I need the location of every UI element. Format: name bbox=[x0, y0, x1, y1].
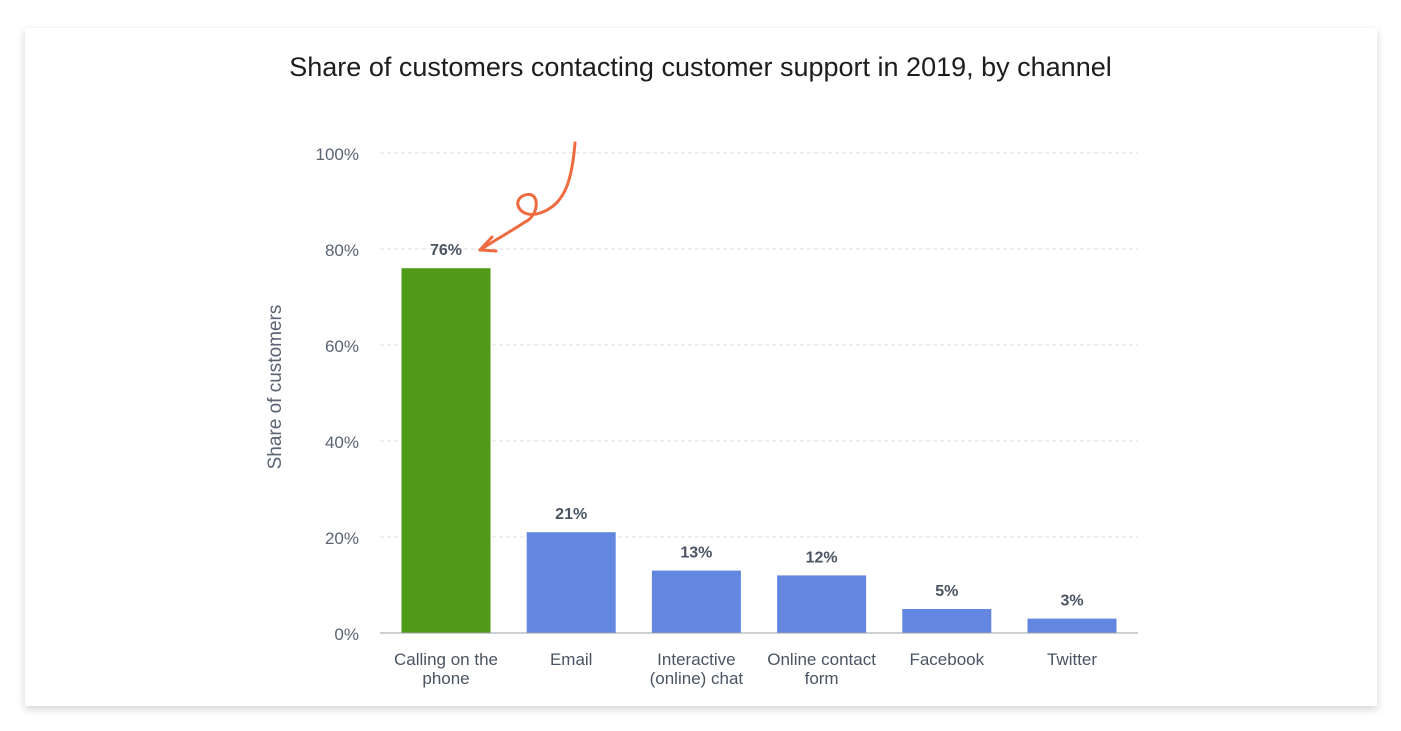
y-axis-label: Share of customers bbox=[265, 305, 286, 470]
data-label: 21% bbox=[555, 506, 587, 523]
x-tick-label: phone bbox=[422, 669, 469, 688]
annotation-arrowhead bbox=[478, 235, 498, 253]
x-tick-label: (online) chat bbox=[650, 669, 744, 688]
x-tick-label: Facebook bbox=[909, 650, 984, 669]
x-tick-label: Email bbox=[550, 650, 593, 669]
chart-title: Share of customers contacting customer s… bbox=[289, 52, 1112, 82]
y-tick-label: 80% bbox=[325, 241, 359, 260]
bar bbox=[777, 575, 867, 633]
data-label: 3% bbox=[1060, 593, 1083, 610]
y-tick-label: 20% bbox=[325, 529, 359, 548]
x-tick-label: Interactive bbox=[657, 650, 735, 669]
x-tick-label: Online contact bbox=[767, 650, 876, 669]
data-label: 5% bbox=[935, 583, 958, 600]
x-tick-label: form bbox=[805, 669, 839, 688]
x-tick-label: Twitter bbox=[1047, 650, 1097, 669]
bar bbox=[651, 570, 741, 633]
data-label: 12% bbox=[806, 549, 838, 566]
bar bbox=[902, 609, 992, 633]
data-label: 76% bbox=[430, 242, 462, 259]
y-tick-label: 40% bbox=[325, 433, 359, 452]
annotation-arrow bbox=[478, 141, 577, 252]
x-tick-label: Calling on the bbox=[394, 650, 498, 669]
y-tick-label: 60% bbox=[325, 337, 359, 356]
y-tick-label: 100% bbox=[316, 145, 359, 164]
bar bbox=[401, 268, 491, 633]
y-tick-label: 0% bbox=[334, 625, 359, 644]
bar bbox=[526, 532, 616, 633]
bar bbox=[1027, 618, 1117, 633]
data-label: 13% bbox=[680, 545, 712, 562]
